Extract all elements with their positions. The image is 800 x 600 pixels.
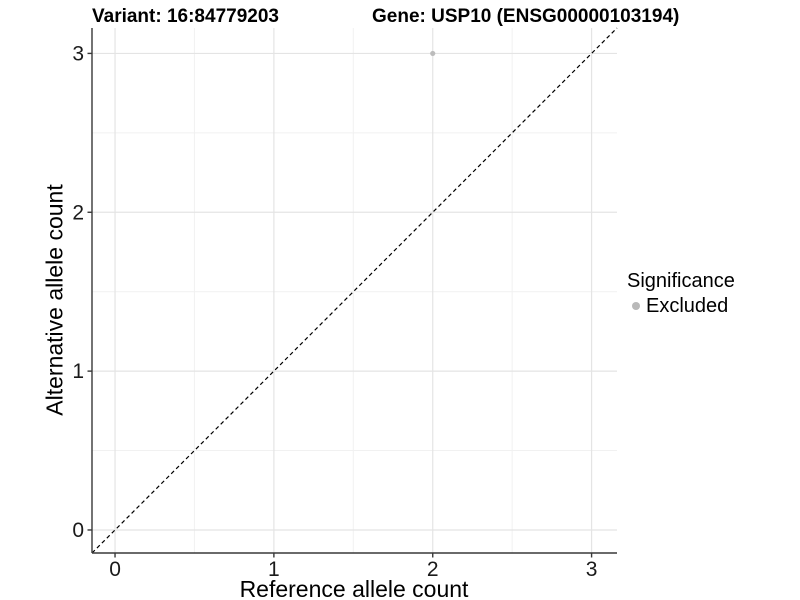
legend-entry-label: Excluded [646, 295, 729, 317]
plot-title-gene: Gene: USP10 (ENSG00000103194) [372, 6, 680, 27]
legend-title: Significance [627, 270, 735, 292]
x-tick-label: 3 [586, 558, 598, 581]
x-tick-label: 2 [427, 558, 439, 581]
y-axis-title: Alternative allele count [41, 184, 68, 416]
x-axis-title: Reference allele count [239, 576, 469, 600]
legend-entry-excluded: Excluded [627, 295, 735, 317]
x-tick-label: 0 [109, 558, 121, 581]
data-point [430, 50, 436, 57]
identity-dashed-line [91, 27, 618, 554]
y-tick-label: 3 [72, 42, 84, 65]
y-tick-label: 1 [72, 360, 84, 383]
x-tick-label: 1 [268, 558, 280, 581]
legend-key-dot-icon [632, 302, 640, 310]
y-tick-label: 2 [72, 201, 84, 224]
plot-title-variant: Variant: 16:84779203 [92, 6, 279, 27]
legend: Significance Excluded [627, 270, 735, 317]
y-tick-label: 0 [72, 519, 84, 542]
